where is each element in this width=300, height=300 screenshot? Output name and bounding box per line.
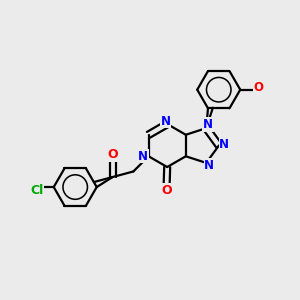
- Text: N: N: [204, 159, 214, 172]
- Text: N: N: [219, 138, 229, 152]
- Text: O: O: [254, 81, 263, 94]
- Text: O: O: [161, 184, 172, 197]
- Text: O: O: [107, 148, 118, 161]
- Text: N: N: [161, 115, 171, 128]
- Text: N: N: [203, 118, 213, 131]
- Text: Cl: Cl: [30, 184, 43, 197]
- Text: N: N: [138, 150, 148, 163]
